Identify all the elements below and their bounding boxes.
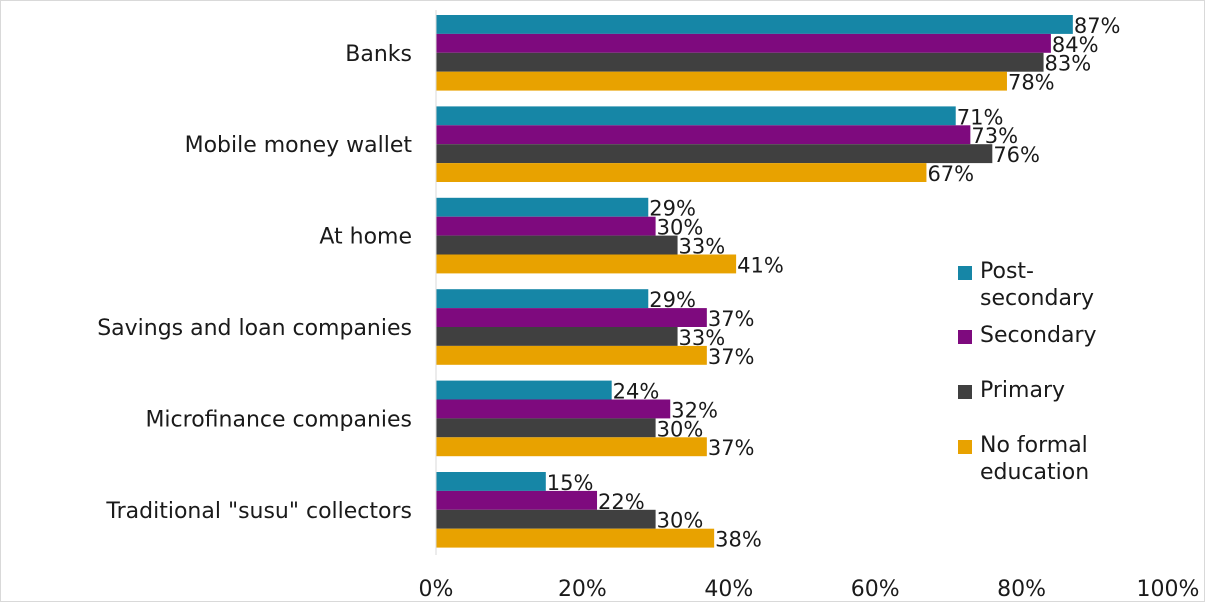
- bar-secondary-banks: [436, 33, 1051, 53]
- data-label-no-formal-education-banks: 78%: [1008, 71, 1055, 95]
- x-tick-label-60: 60%: [851, 577, 900, 602]
- legend-item-secondary: Secondary: [958, 322, 1158, 349]
- bar-secondary-savings-and-loan-companies: [436, 308, 707, 327]
- bar-secondary-mobile-money-wallet: [436, 125, 971, 145]
- x-tick-label-20: 20%: [558, 577, 607, 602]
- bar-secondary-traditional-susu-collectors: [436, 490, 598, 510]
- data-label-no-formal-education-microfinance-companies: 37%: [708, 436, 755, 460]
- data-label-no-formal-education-mobile-money-wallet: 67%: [927, 162, 974, 186]
- bar-primary-savings-and-loan-companies: [436, 327, 678, 346]
- legend-item-no-formal-education: No formal education: [958, 432, 1158, 486]
- category-label-traditional-susu-collectors: Traditional "susu" collectors: [105, 499, 412, 524]
- bar-primary-at-home: [436, 235, 678, 255]
- category-label-banks: Banks: [345, 42, 412, 67]
- data-label-secondary-microfinance-companies: 32%: [671, 398, 718, 422]
- bar-no-formal-education-microfinance-companies: [436, 437, 707, 457]
- bar-no-formal-education-banks: [436, 71, 1007, 91]
- bar-primary-traditional-susu-collectors: [436, 509, 656, 529]
- bar-post-secondary-banks: [436, 15, 1073, 34]
- legend-swatch-secondary: [958, 330, 972, 344]
- legend-item-primary: Primary: [958, 377, 1158, 404]
- category-label-mobile-money-wallet: Mobile money wallet: [185, 133, 413, 158]
- x-tick-label-100: 100%: [1137, 577, 1200, 602]
- legend-label-line: Post-: [980, 259, 1034, 284]
- data-label-primary-banks: 83%: [1045, 52, 1092, 76]
- bar-primary-microfinance-companies: [436, 418, 656, 438]
- data-label-no-formal-education-traditional-susu-collectors: 38%: [715, 528, 762, 552]
- bar-post-secondary-at-home: [436, 197, 649, 217]
- category-label-at-home: At home: [319, 225, 412, 250]
- legend-swatch-primary: [958, 385, 972, 399]
- data-label-secondary-savings-and-loan-companies: 37%: [708, 307, 755, 331]
- bar-primary-banks: [436, 52, 1044, 72]
- data-label-post-secondary-banks: 87%: [1074, 14, 1121, 38]
- bar-secondary-microfinance-companies: [436, 399, 671, 419]
- data-label-primary-mobile-money-wallet: 76%: [993, 143, 1040, 167]
- legend-swatch-post-secondary: [958, 266, 972, 280]
- data-label-secondary-banks: 84%: [1052, 33, 1099, 57]
- category-label-savings-and-loan-companies: Savings and loan companies: [97, 316, 412, 341]
- category-label-microfinance-companies: Microfinance companies: [145, 407, 412, 432]
- bar-no-formal-education-at-home: [436, 254, 737, 274]
- bar-no-formal-education-traditional-susu-collectors: [436, 528, 715, 548]
- legend-label-line: education: [980, 460, 1090, 485]
- bar-post-secondary-mobile-money-wallet: [436, 106, 956, 126]
- x-tick-label-0: 0%: [419, 577, 454, 602]
- data-label-no-formal-education-savings-and-loan-companies: 37%: [708, 345, 755, 369]
- legend-swatch-no-formal-education: [958, 440, 972, 454]
- bar-post-secondary-savings-and-loan-companies: [436, 289, 649, 309]
- bar-post-secondary-microfinance-companies: [436, 380, 612, 400]
- legend-label-line: secondary: [980, 286, 1095, 311]
- legend-item-post-secondary: Post- secondary: [958, 258, 1158, 312]
- chart-legend: Post- secondary Secondary Primary No for…: [958, 258, 1158, 486]
- bar-post-secondary-traditional-susu-collectors: [436, 472, 546, 491]
- data-label-post-secondary-at-home: 29%: [649, 197, 696, 221]
- bar-no-formal-education-savings-and-loan-companies: [436, 345, 707, 365]
- x-tick-label-80: 80%: [997, 577, 1046, 602]
- legend-label-line: Secondary: [980, 323, 1097, 348]
- legend-label-line: Primary: [980, 378, 1066, 403]
- data-label-no-formal-education-at-home: 41%: [737, 253, 784, 277]
- bar-no-formal-education-mobile-money-wallet: [436, 163, 927, 182]
- legend-label-line: No formal: [980, 433, 1088, 458]
- bar-secondary-at-home: [436, 216, 656, 236]
- bar-primary-mobile-money-wallet: [436, 144, 993, 164]
- x-tick-label-40: 40%: [704, 577, 753, 602]
